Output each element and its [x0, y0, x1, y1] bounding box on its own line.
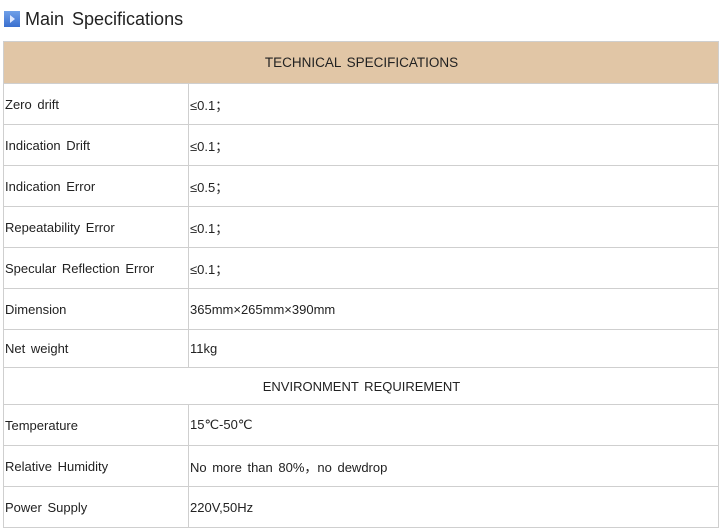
specifications-table: TECHNICAL SPECIFICATIONS Zero drift ≤0.1；…: [3, 41, 719, 528]
section-title: Main Specifications: [4, 8, 183, 30]
table-row: Dimension 365mm×265mm×390mm: [3, 288, 719, 330]
spec-value: ≤0.1；: [188, 247, 719, 289]
spec-value: 11kg: [188, 329, 719, 368]
environment-requirement-header: ENVIRONMENT REQUIREMENT: [3, 367, 719, 405]
spec-label: Repeatability Error: [3, 206, 189, 248]
spec-value: ≤0.1；: [188, 83, 719, 125]
spec-value: ≤0.1；: [188, 124, 719, 166]
spec-label: Zero drift: [3, 83, 189, 125]
spec-label: Net weight: [3, 329, 189, 368]
table-row: Specular Reflection Error ≤0.1；: [3, 247, 719, 289]
table-row: Indication Drift ≤0.1；: [3, 124, 719, 166]
table-row: Net weight 11kg: [3, 329, 719, 368]
spec-label: Dimension: [3, 288, 189, 330]
technical-specifications-header: TECHNICAL SPECIFICATIONS: [3, 41, 719, 84]
table-row: Repeatability Error ≤0.1；: [3, 206, 719, 248]
spec-label: Temperature: [3, 404, 189, 446]
spec-value: 220V,50Hz: [188, 486, 719, 528]
spec-value: No more than 80%，no dewdrop: [188, 445, 719, 487]
table-row: Temperature 15℃-50℃: [3, 404, 719, 446]
table-row: Relative Humidity No more than 80%，no dew…: [3, 445, 719, 487]
spec-label: Power Supply: [3, 486, 189, 528]
spec-label: Relative Humidity: [3, 445, 189, 487]
spec-label: Indication Drift: [3, 124, 189, 166]
spec-label: Indication Error: [3, 165, 189, 207]
spec-value: 365mm×265mm×390mm: [188, 288, 719, 330]
arrow-bullet-icon: [4, 11, 20, 27]
spec-label: Specular Reflection Error: [3, 247, 189, 289]
table-row: Zero drift ≤0.1；: [3, 83, 719, 125]
title-text: Main Specifications: [25, 8, 184, 29]
table-row: Power Supply 220V,50Hz: [3, 486, 719, 528]
spec-value: ≤0.5；: [188, 165, 719, 207]
spec-value: ≤0.1；: [188, 206, 719, 248]
table-row: Indication Error ≤0.5；: [3, 165, 719, 207]
spec-value: 15℃-50℃: [188, 404, 719, 446]
